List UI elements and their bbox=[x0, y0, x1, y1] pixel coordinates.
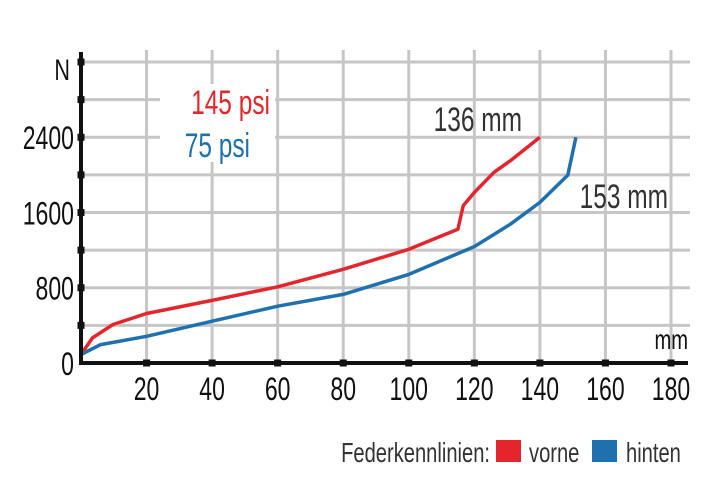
y-tick bbox=[77, 96, 85, 104]
y-tick bbox=[77, 284, 85, 292]
x-tick-label: 40 bbox=[199, 371, 225, 407]
legend-label-vorne: vorne bbox=[529, 438, 579, 469]
legend-label-hinten: hinten bbox=[626, 438, 681, 469]
y-tick bbox=[77, 133, 85, 141]
x-tick bbox=[601, 359, 609, 367]
y-axis-label: N bbox=[54, 52, 70, 86]
y-tick bbox=[77, 171, 85, 179]
y-tick-label: 1600 bbox=[23, 196, 74, 232]
y-tick bbox=[77, 209, 85, 216]
end-label-vorne: 136 mm bbox=[434, 101, 522, 139]
y-tick bbox=[77, 321, 85, 329]
x-tick bbox=[536, 359, 544, 367]
curve-vorne bbox=[79, 135, 541, 356]
curves bbox=[79, 135, 578, 357]
x-tick-label: 160 bbox=[586, 371, 624, 407]
x-axis-label: mm bbox=[654, 325, 688, 356]
x-tick-label: 60 bbox=[265, 371, 291, 407]
y-tick-label: 0 bbox=[61, 346, 74, 382]
legend: Federkennlinien: vorne hinten bbox=[341, 438, 681, 469]
x-tick bbox=[339, 359, 347, 367]
pressure-label-vorne: 145 psi bbox=[191, 84, 270, 122]
legend-swatch-vorne bbox=[496, 440, 521, 462]
x-tick-label: 80 bbox=[330, 371, 356, 407]
axes bbox=[77, 52, 688, 367]
x-tick bbox=[667, 359, 675, 367]
tick-labels: 0 800 1600 2400 20 40 60 80 100 120 140 160 180 bbox=[23, 121, 690, 407]
x-tick bbox=[470, 359, 478, 367]
y-tick-label: 2400 bbox=[23, 121, 74, 157]
y-tick bbox=[77, 246, 85, 254]
x-tick-label: 180 bbox=[652, 371, 690, 407]
pressure-label-bg bbox=[160, 84, 275, 162]
legend-title: Federkennlinien: bbox=[341, 438, 490, 469]
legend-swatch-hinten bbox=[592, 440, 617, 462]
y-tick bbox=[77, 58, 85, 66]
y-tick-label: 800 bbox=[36, 271, 74, 307]
x-tick-label: 20 bbox=[134, 371, 160, 407]
x-tick bbox=[405, 359, 413, 367]
x-tick-label: 100 bbox=[390, 371, 428, 407]
x-tick-label: 140 bbox=[521, 371, 559, 407]
end-label-hinten: 153 mm bbox=[580, 178, 668, 216]
x-tick-label: 120 bbox=[455, 371, 493, 407]
x-tick bbox=[274, 359, 282, 367]
curve-hinten bbox=[80, 136, 578, 357]
x-tick bbox=[208, 359, 216, 367]
x-tick bbox=[143, 359, 151, 367]
pressure-label-hinten: 75 psi bbox=[185, 127, 250, 165]
